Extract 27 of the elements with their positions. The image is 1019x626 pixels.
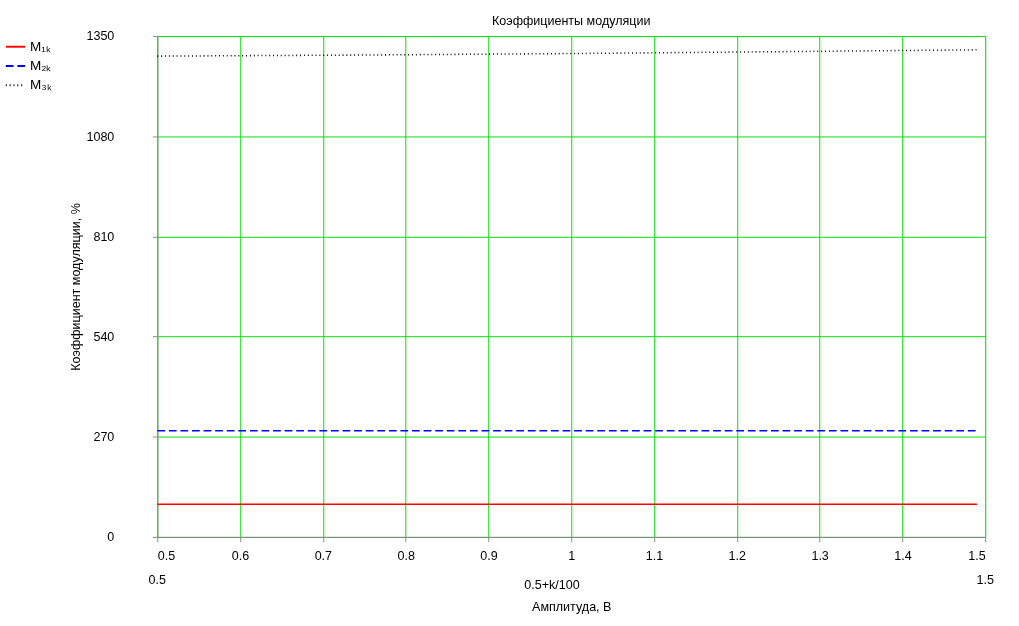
y-axis-title: Коэффициент модуляции, % — [68, 203, 83, 371]
legend-label: M₃ₖ — [29, 77, 52, 93]
text: 0.5+k/100 — [524, 578, 580, 593]
y-tick-label: 810 — [93, 229, 115, 244]
x-tick-label: 0.9 — [480, 548, 498, 563]
x-tick-label: 0.6 — [231, 548, 250, 563]
x-tick-label: 1 — [568, 548, 576, 563]
x-tick-label: 0.7 — [314, 548, 333, 563]
y-tick-label: 1350 — [86, 29, 115, 44]
legend-label: M₁ₖ — [29, 38, 51, 54]
x-tick-label: 0.5 — [157, 548, 176, 563]
x-tick-label: 1.1 — [645, 548, 664, 563]
x-tick-label: 0.8 — [397, 548, 415, 563]
y-tick-label: 540 — [93, 329, 115, 344]
chart-title: Коэффициенты модуляции — [492, 14, 651, 29]
x-tick-label: 1.3 — [811, 548, 829, 563]
text: 0.5 — [148, 573, 167, 588]
y-tick-label: 1080 — [86, 129, 115, 144]
x-tick-label: 1.4 — [894, 548, 912, 563]
text: 1.5 — [976, 573, 994, 588]
legend-label: M₂ₖ — [29, 57, 52, 73]
x-tick-label: 1.2 — [728, 548, 747, 563]
y-tick-label: 270 — [93, 430, 115, 445]
y-tick-label: 0 — [107, 530, 115, 545]
x-axis-title: Амплитуда, В — [532, 599, 612, 614]
x-tick-label: 1.5 — [968, 548, 986, 563]
line-series — [156, 49, 978, 57]
